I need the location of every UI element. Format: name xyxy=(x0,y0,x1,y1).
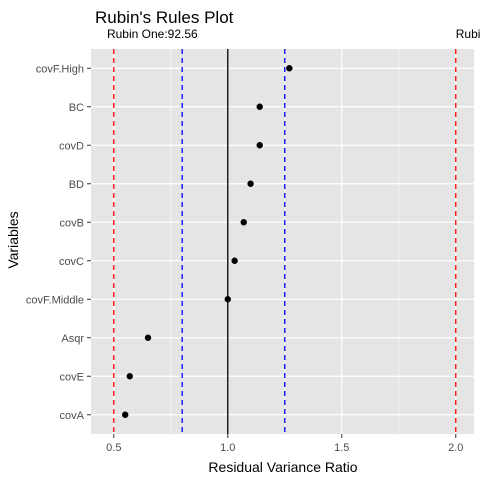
annotation-label: Rubin One:92.56 xyxy=(107,27,198,41)
x-tick-label: 1.0 xyxy=(220,442,235,454)
data-point-bc xyxy=(256,103,263,110)
y-tick-label: covF.Middle xyxy=(26,294,84,306)
x-tick-label: 2.0 xyxy=(448,442,463,454)
panel-background xyxy=(91,49,474,434)
x-axis-title: Residual Variance Ratio xyxy=(208,459,357,475)
plot-panel xyxy=(91,49,474,434)
data-point-asqr xyxy=(144,334,152,341)
reference-lines xyxy=(113,49,457,434)
data-point-covb xyxy=(240,219,247,226)
y-tick-label: BD xyxy=(69,179,84,191)
y-tick-label: covC xyxy=(59,256,84,268)
data-point-cove xyxy=(126,373,133,380)
y-tick-label: covE xyxy=(60,371,84,383)
data-point-covc xyxy=(231,257,238,264)
x-axis-ticks: 0.5 1.0 1.5 2.0 xyxy=(106,434,463,454)
data-point-covd xyxy=(256,142,263,149)
data-point-covf-middle xyxy=(224,296,231,303)
data-point-covf-high xyxy=(286,65,293,72)
y-tick-label: covB xyxy=(60,217,84,229)
y-tick-label: covA xyxy=(60,410,85,422)
data-point-bd xyxy=(247,180,254,187)
y-tick-label: covF.High xyxy=(36,63,84,75)
y-tick-label: BC xyxy=(69,102,84,114)
x-tick-label: 0.5 xyxy=(106,442,121,454)
y-tick-label: covD xyxy=(59,140,84,152)
y-tick-label: Asqr xyxy=(61,333,84,345)
y-axis-ticks: covF.High BC covD BD covB covC covF.Middle Asqr… xyxy=(26,63,91,422)
x-tick-label: 1.5 xyxy=(334,442,349,454)
chart-title: Rubin's Rules Plot xyxy=(95,8,234,27)
annotation-label: Rubin Tw xyxy=(456,27,480,41)
data-point-cova xyxy=(121,411,129,418)
y-axis-title: Variables xyxy=(5,211,21,268)
gridlines xyxy=(91,49,474,434)
data-points xyxy=(121,65,293,418)
annotations: Rubin One:92.56 Rubin Tw xyxy=(107,27,480,41)
